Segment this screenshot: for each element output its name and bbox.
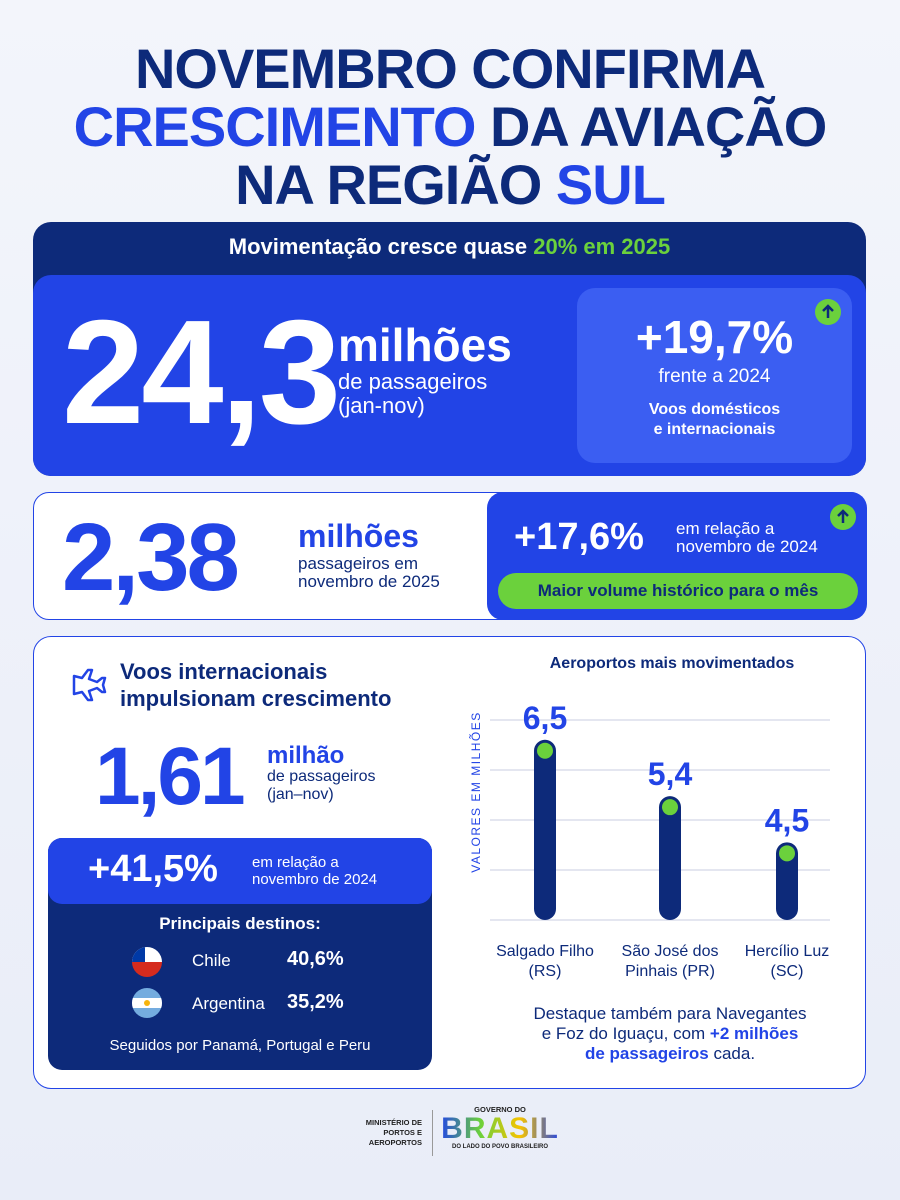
chart-title: Aeroportos mais movimentados xyxy=(550,655,795,672)
x-tick-label: Hercílio Luz xyxy=(745,943,829,960)
logo-line: MINISTÉRIO DE xyxy=(365,1118,422,1127)
unit: milhões xyxy=(338,319,512,371)
note-line: e internacionais xyxy=(653,421,776,438)
bar-dot xyxy=(779,845,795,862)
destination-name: Chile xyxy=(192,951,231,970)
description: de passageiros (jan–nov) xyxy=(267,768,376,804)
up-arrow-icon xyxy=(815,299,841,325)
y-axis-label: VALORES EM MILHÕES xyxy=(468,711,483,872)
heading-line: Voos internacionais xyxy=(120,659,328,684)
change: +19,7% xyxy=(635,311,794,363)
destination-share: 35,2% xyxy=(287,991,344,1013)
change-card xyxy=(577,288,852,463)
bar-dot xyxy=(662,799,678,816)
value-label: 5,4 xyxy=(648,756,693,792)
x-tick-label: Pinhais (PR) xyxy=(625,963,715,980)
note-line: de passageiros cada. xyxy=(470,1044,870,1064)
big-number: 24,3 xyxy=(62,290,341,455)
footnote: Seguidos por Panamá, Portugal e Peru xyxy=(109,1037,371,1054)
value-label: 4,5 xyxy=(765,802,809,838)
x-tick-label: São José dos xyxy=(622,943,719,960)
description-line: (jan-nov) xyxy=(338,393,425,418)
description-line: de passageiros xyxy=(338,369,488,394)
x-tick-label: (SC) xyxy=(771,963,804,980)
description-line: (jan–nov) xyxy=(267,786,334,803)
x-tick-label: (RS) xyxy=(529,963,562,980)
title-highlight: CRESCIMENTO xyxy=(73,95,477,158)
destination-name: Argentina xyxy=(192,994,265,1013)
change: +17,6% xyxy=(514,516,644,558)
banner-highlight: 20% em 2025 xyxy=(533,234,671,259)
highlight-note: Destaque também para Navegantes e Foz do… xyxy=(470,1004,870,1064)
description-line: passageiros em xyxy=(298,554,419,573)
title-highlight: SUL xyxy=(555,153,666,216)
value-label: 6,5 xyxy=(523,700,567,736)
up-arrow-icon xyxy=(830,504,856,530)
note-line: e Foz do Iguaçu, com +2 milhões xyxy=(470,1024,870,1044)
chile-flag xyxy=(132,947,162,977)
logo-top: GOVERNO DO xyxy=(474,1105,526,1114)
government-logo: GOVERNO DO BRASIL DO LADO DO POVO BRASIL… xyxy=(440,1105,560,1150)
change: +41,5% xyxy=(88,848,218,890)
note-line: Voos domésticos xyxy=(648,401,781,418)
destination-share: 40,6% xyxy=(287,948,344,970)
bar xyxy=(534,739,556,920)
note-line: Destaque também para Navegantes xyxy=(533,1004,807,1023)
title-line: NOVEMBRO CONFIRMA xyxy=(134,37,766,100)
note-text: e Foz do Iguaçu, com xyxy=(541,1024,710,1043)
logo-name: BRASIL xyxy=(441,1112,559,1145)
compare: em relação a novembro de 2024 xyxy=(252,854,377,888)
compare: frente a 2024 xyxy=(658,366,771,387)
description: passageiros em novembro de 2025 xyxy=(298,555,440,591)
title-text: DA AVIAÇÃO xyxy=(475,95,827,158)
compare-line: novembro de 2024 xyxy=(676,537,818,556)
note: Voos domésticos e internacionais xyxy=(577,400,852,440)
heading: Voos internacionais impulsionam crescimen… xyxy=(120,658,391,712)
destinations-title: Principais destinos: xyxy=(159,914,321,933)
description: de passageiros (jan-nov) xyxy=(338,370,487,418)
big-number: 2,38 xyxy=(62,504,240,611)
title-line: NA REGIÃO SUL xyxy=(0,156,900,214)
note-strong: de passageiros xyxy=(584,1044,709,1063)
banner-text: Movimentação cresce quase xyxy=(228,234,534,259)
note-strong: +2 milhões xyxy=(709,1024,799,1043)
description-line: de passageiros xyxy=(267,768,376,785)
title-line: CRESCIMENTO DA AVIAÇÃO xyxy=(0,98,900,156)
change-strip xyxy=(48,838,432,904)
heading-line: impulsionam crescimento xyxy=(120,686,392,711)
compare-line: novembro de 2024 xyxy=(252,871,378,888)
plane-icon xyxy=(72,668,107,702)
banner: Movimentação cresce quase 20% em 2025 xyxy=(33,234,866,260)
bar xyxy=(659,796,681,920)
argentina-flag xyxy=(132,988,162,1018)
divider xyxy=(432,1110,433,1156)
bar xyxy=(776,842,798,920)
compare-line: em relação a xyxy=(252,854,339,871)
ministry-logo: MINISTÉRIO DE PORTOS E AEROPORTOS xyxy=(330,1118,422,1148)
compare: em relação a novembro de 2024 xyxy=(676,520,818,556)
logo-line: AEROPORTOS xyxy=(368,1138,422,1147)
unit: milhões xyxy=(298,518,419,554)
note-text: cada. xyxy=(708,1044,756,1063)
bar-dot xyxy=(537,742,553,759)
compare-line: em relação a xyxy=(676,519,775,538)
x-tick-label: Salgado Filho xyxy=(496,943,594,960)
big-number: 1,61 xyxy=(95,731,246,822)
unit: milhão xyxy=(267,742,345,769)
logo-line: PORTOS E xyxy=(383,1128,422,1137)
description-line: novembro de 2025 xyxy=(298,572,440,591)
bar-chart: Aeroportos mais movimentados VALORES EM … xyxy=(468,655,830,980)
logo-tagline: DO LADO DO POVO BRASILEIRO xyxy=(451,1144,548,1150)
title-text: NA REGIÃO xyxy=(235,153,556,216)
badge: Maior volume histórico para o mês xyxy=(498,573,858,609)
